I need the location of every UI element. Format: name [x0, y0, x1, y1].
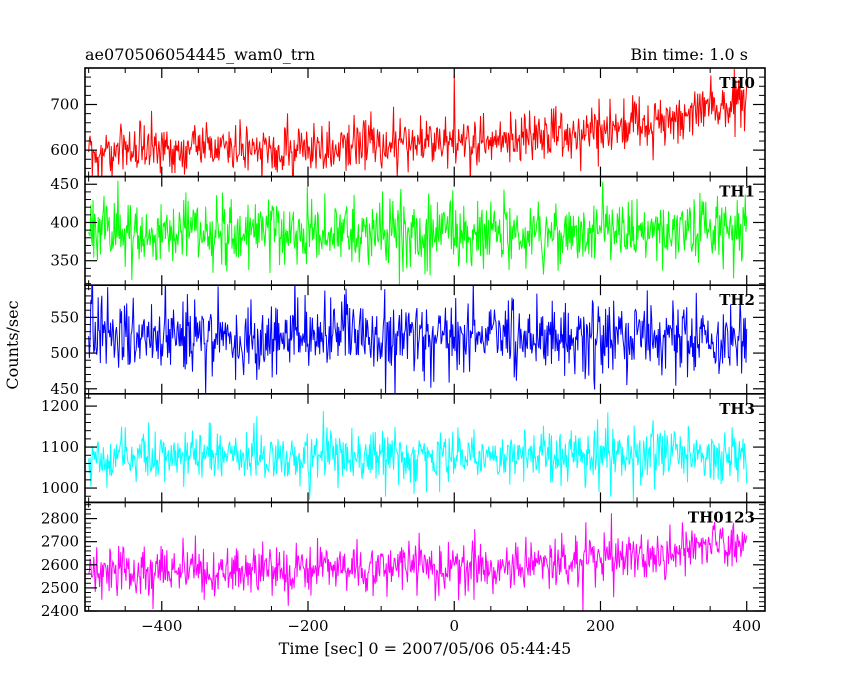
band-label-th3: TH3 [719, 400, 755, 418]
y-tick-label: 1000 [41, 479, 79, 497]
y-tick-label: 2700 [41, 533, 79, 551]
y-tick-label: 1200 [41, 397, 79, 415]
panel-frame [84, 501, 766, 612]
x-tick-label: −200 [287, 617, 328, 635]
y-tick-label: 450 [50, 380, 79, 398]
y-tick-label: 550 [50, 308, 79, 326]
y-tick-label: 700 [50, 96, 79, 114]
y-tick-label: 2500 [41, 579, 79, 597]
band-label-th0: TH0 [719, 74, 755, 92]
observation-title: ae070506054445_wam0_trn [85, 45, 315, 64]
y-tick-label: 350 [50, 252, 79, 270]
series-line-th0123 [88, 513, 748, 611]
x-tick-label: 400 [732, 617, 761, 635]
x-tick-label: 0 [449, 617, 459, 635]
y-tick-label: 600 [50, 141, 79, 159]
series-line-th0 [88, 68, 748, 177]
panel-th0123: 2400 2500 2600 2700 2800 TH0123 [41, 501, 766, 620]
band-label-th2: TH2 [719, 291, 755, 309]
panel-th3: 1000 1100 1200 TH3 [41, 392, 766, 504]
y-tick-label: 400 [50, 213, 79, 231]
series-line-th2 [88, 285, 748, 394]
y-axis-title: Counts/sec [3, 300, 22, 389]
band-label-th0123: TH0123 [688, 508, 755, 526]
x-tick-label: 200 [586, 617, 615, 635]
panel-stack: 600 700 TH0 350 400 450 TH1 450 500 550 TH2 1000 110… [41, 67, 766, 635]
x-axis-title: Time [sec] 0 = 2007/05/06 05:44:45 [279, 639, 572, 658]
y-tick-label: 2800 [41, 510, 79, 528]
y-tick-label: 2400 [41, 602, 79, 620]
y-tick-label: 2600 [41, 556, 79, 574]
y-tick-label: 500 [50, 344, 79, 362]
panel-th2: 450 500 550 TH2 [50, 284, 766, 398]
y-tick-label: 450 [50, 175, 79, 193]
series-line-th1 [88, 180, 748, 286]
panel-th1: 350 400 450 TH1 [50, 175, 766, 287]
x-tick-label: −400 [141, 617, 182, 635]
band-label-th1: TH1 [719, 183, 755, 201]
bin-time-label: Bin time: 1.0 s [630, 45, 748, 64]
series-line-th3 [88, 411, 748, 502]
y-tick-label: 1100 [41, 438, 79, 456]
panel-th0: 600 700 TH0 [50, 67, 766, 178]
